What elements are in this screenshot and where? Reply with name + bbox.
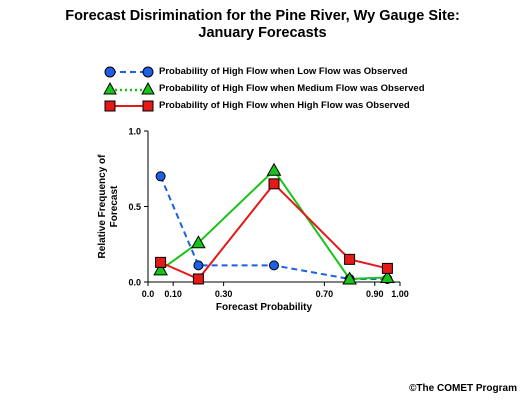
legend-item-low: Probability of High Flow when Low Flow w… — [103, 64, 503, 81]
data-point-high — [344, 253, 356, 265]
x-tick-label: 0.0 — [142, 289, 155, 299]
legend-label-high: Probability of High Flow when High Flow … — [159, 100, 410, 111]
y-tick-label: 0.0 — [128, 278, 141, 288]
data-point-low — [269, 260, 279, 271]
chart-title: Forecast Disrimination for the Pine Rive… — [0, 8, 525, 42]
data-point-low — [155, 171, 166, 182]
legend-item-high: Probability of High Flow when High Flow … — [103, 98, 503, 115]
copyright-text: ©The COMET Program — [409, 383, 517, 394]
x-tick-label: 1.00 — [391, 289, 409, 299]
y-tick-label: 1.0 — [128, 127, 141, 137]
data-point-medium — [153, 262, 168, 276]
chart-title-line1: Forecast Disrimination for the Pine Rive… — [65, 8, 460, 24]
y-axis-label: Relative Frequency ofForecast — [97, 154, 120, 259]
data-point-low — [193, 260, 204, 271]
legend-medium-swatch — [103, 81, 155, 95]
legend: Probability of High Flow when Low Flow w… — [103, 64, 503, 115]
data-point-medium — [191, 235, 206, 249]
legend-low-swatch — [104, 66, 154, 78]
legend-label-low: Probability of High Flow when Low Flow w… — [159, 66, 408, 77]
x-tick-label: 0.90 — [366, 289, 384, 299]
legend-item-medium: Probability of High Flow when Medium Flo… — [103, 81, 503, 98]
x-tick-label: 0.10 — [164, 289, 182, 299]
y-tick-label: 0.5 — [128, 202, 141, 212]
x-tick-label: 0.70 — [316, 289, 334, 299]
data-point-high — [155, 256, 167, 268]
data-point-high — [268, 178, 280, 190]
x-axis-label: Forecast Probability — [216, 302, 313, 313]
data-point-high — [381, 262, 393, 274]
chart-title-line2: January Forecasts — [198, 25, 327, 41]
data-point-medium — [266, 162, 282, 176]
data-point-medium — [342, 271, 357, 285]
data-point-high — [192, 273, 204, 285]
legend-high-swatch — [104, 100, 154, 112]
x-tick-label: 0.30 — [215, 289, 233, 299]
legend-label-medium: Probability of High Flow when Medium Flo… — [159, 83, 425, 94]
data-point-medium — [380, 269, 395, 283]
